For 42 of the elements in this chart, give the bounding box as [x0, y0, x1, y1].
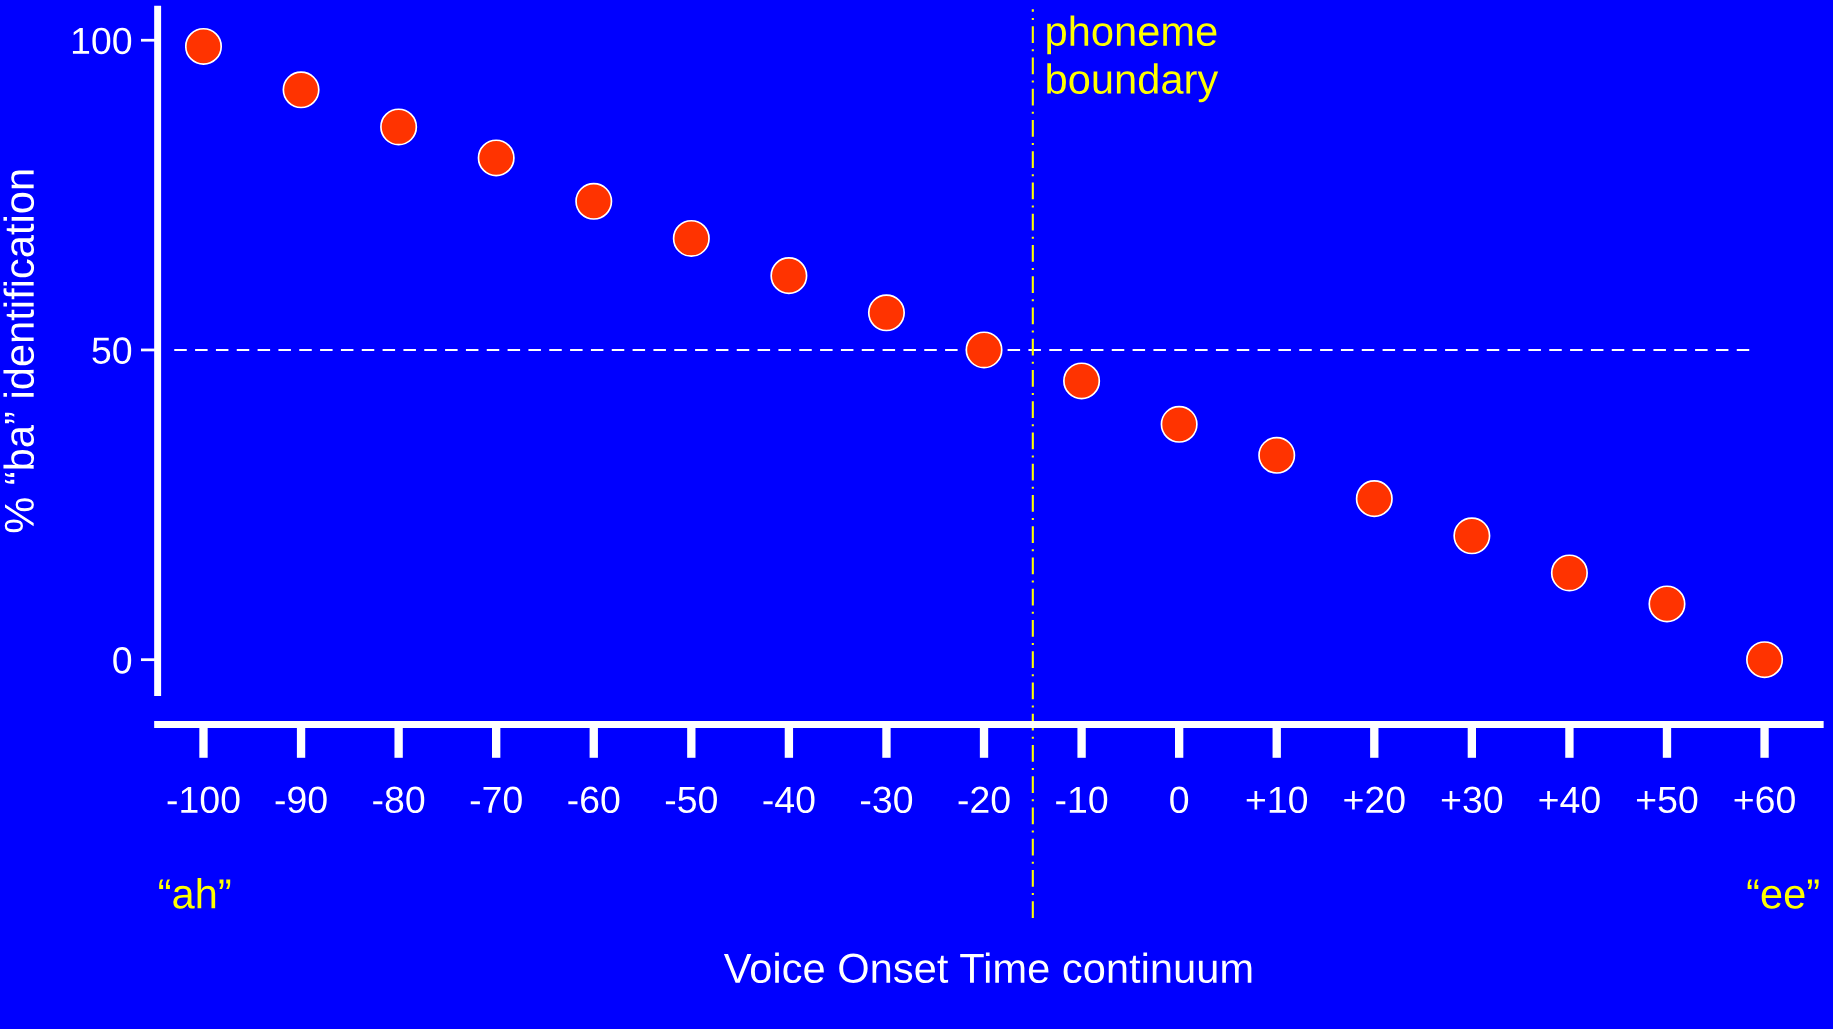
x-tick-label: -50	[665, 786, 717, 814]
point	[1550, 554, 1588, 592]
y-axis-title: % “ba” identification	[3, 170, 35, 533]
x-axis-title: Voice Onset Time continuum	[723, 952, 1252, 984]
x-tick-label: -100	[167, 786, 240, 814]
point	[965, 331, 1003, 369]
x-tick-label: +40	[1539, 786, 1600, 814]
x-tick-label: +30	[1441, 786, 1503, 814]
point	[575, 182, 613, 220]
y-tick-label: 100	[72, 27, 132, 55]
point	[1453, 517, 1491, 555]
x-tick-label: +50	[1637, 786, 1698, 814]
ref-line-label: phoneme boundary	[1047, 15, 1219, 103]
x-tick-label: 0	[1170, 786, 1189, 814]
x-tick-label: +20	[1344, 786, 1405, 814]
x-tick-label: -80	[373, 786, 425, 814]
point	[770, 257, 808, 295]
x-tick-label: +10	[1246, 786, 1308, 814]
y-tick-label: 50	[92, 337, 132, 364]
point	[380, 108, 418, 146]
x-tick-label: -90	[275, 786, 327, 814]
point	[1355, 480, 1393, 518]
point	[477, 139, 515, 177]
point	[1063, 362, 1101, 400]
text: “ee”	[1747, 879, 1819, 909]
point	[282, 71, 320, 109]
x-tick-label: -10	[1056, 786, 1108, 814]
point	[867, 294, 905, 332]
point	[672, 219, 710, 257]
point	[1258, 436, 1296, 474]
y-tick-label: 0	[113, 647, 132, 674]
x-tick-label: -30	[861, 786, 913, 814]
x-tick-label: -20	[958, 786, 1010, 814]
text: “ah”	[159, 878, 231, 909]
x-tick-label: -60	[568, 786, 620, 814]
x-tick-label: -40	[763, 786, 815, 814]
point	[184, 27, 223, 65]
point	[1648, 585, 1686, 623]
point	[1746, 641, 1784, 679]
x-tick-label: +60	[1734, 786, 1795, 814]
point	[1160, 405, 1198, 443]
x-tick-label: -70	[470, 786, 522, 814]
